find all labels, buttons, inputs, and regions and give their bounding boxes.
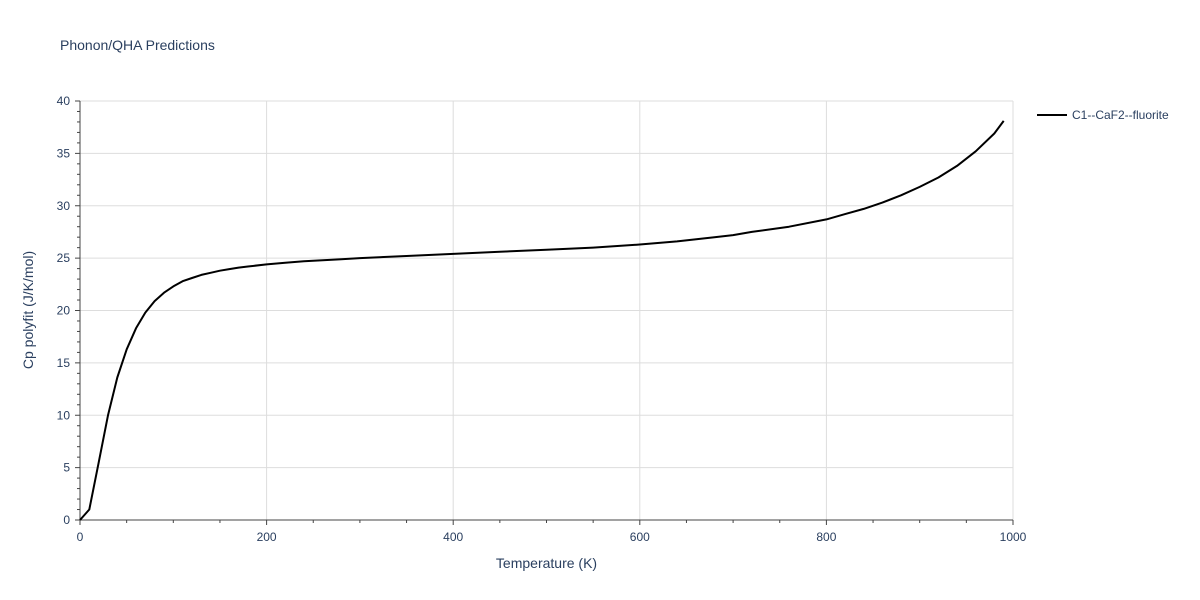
x-tick-label: 800 xyxy=(816,530,836,544)
x-tick-label: 200 xyxy=(257,530,277,544)
y-axis-title: Cp polyfit (J/K/mol) xyxy=(20,251,36,369)
x-tick-label: 400 xyxy=(443,530,463,544)
legend-item-label: C1--CaF2--fluorite xyxy=(1072,108,1169,122)
y-tick-label: 25 xyxy=(57,251,71,265)
plot-area xyxy=(79,120,1005,521)
x-tick-label: 1000 xyxy=(1000,530,1027,544)
x-tick-label: 0 xyxy=(77,530,84,544)
y-tick-label: 15 xyxy=(57,356,71,370)
y-tick-label: 40 xyxy=(57,94,71,108)
legend[interactable]: C1--CaF2--fluorite xyxy=(1037,108,1169,122)
gridlines xyxy=(80,100,1014,520)
chart-title: Phonon/QHA Predictions xyxy=(60,37,215,53)
y-tick-label: 10 xyxy=(57,408,71,422)
y-tick-label: 0 xyxy=(63,513,70,527)
series-line-0[interactable] xyxy=(79,120,1005,521)
x-tick-label: 600 xyxy=(630,530,650,544)
y-tick-label: 5 xyxy=(63,461,70,475)
y-tick-label: 20 xyxy=(57,304,71,318)
y-tick-label: 35 xyxy=(57,146,71,160)
x-axis-title: Temperature (K) xyxy=(496,555,597,571)
y-tick-label: 30 xyxy=(57,199,71,213)
